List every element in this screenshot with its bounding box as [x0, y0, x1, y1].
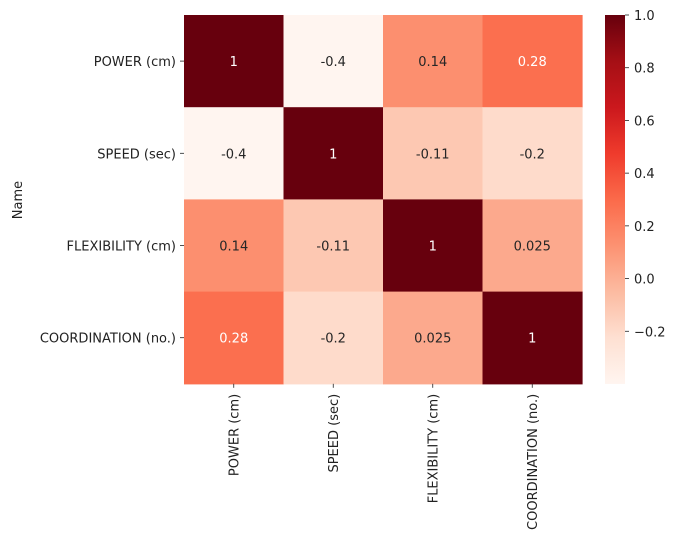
colorbar-tick-label: −0.2	[634, 325, 666, 340]
heatmap-cell-r0-c3	[482, 15, 583, 108]
cell-annotation-r0-c0: 1	[230, 55, 238, 70]
row-tick-label: COORDINATION (no.)	[40, 332, 176, 347]
column-tick-label: SPEED (sec)	[327, 394, 342, 473]
colorbar-tick-label: 1.0	[634, 9, 655, 24]
heatmap-cell-r0-c0	[184, 15, 285, 108]
heatmap-cell-r0-c2	[383, 15, 484, 108]
colorbar-tick-label: 0.0	[634, 273, 655, 288]
heatmap-cell-r1-c1	[283, 107, 384, 200]
cell-annotation-r3-c0: 0.28	[219, 332, 248, 347]
heatmap-cell-r3-c2	[383, 291, 484, 385]
cell-annotation-r3-c1: -0.2	[321, 332, 346, 347]
cell-annotation-r1-c0: -0.4	[221, 147, 246, 162]
cell-annotation-r2-c0: 0.14	[219, 240, 248, 255]
cell-annotation-r0-c3: 0.28	[518, 55, 547, 70]
column-tick-label: POWER (cm)	[228, 394, 243, 476]
row-tick-label: POWER (cm)	[94, 55, 176, 70]
heatmap-cell-r3-c3	[482, 291, 583, 385]
cell-annotation-r2-c2: 1	[429, 240, 437, 255]
column-tick-labels: POWER (cm) SPEED (sec) FLEXIBILITY (cm) COO…	[228, 383, 541, 530]
cell-annotation-r2-c3: 0.025	[514, 240, 551, 255]
cell-annotation-r3-c3: 1	[528, 332, 536, 347]
heatmap-cell-r2-c1	[283, 199, 384, 293]
colorbar-tick-label: 0.8	[634, 62, 655, 77]
cell-annotation-r3-c2: 0.025	[414, 332, 451, 347]
cell-annotation-r2-c1: -0.11	[316, 240, 350, 255]
heatmap-cell-r3-c0	[184, 291, 285, 385]
heatmap-cells: 1 -0.4 0.14 0.28 -0.4 1 -0.11 -0.2 0.14 -0.11 1 0.0…	[184, 15, 583, 385]
cell-annotation-r0-c1: -0.4	[321, 55, 346, 70]
heatmap-cell-r2-c3	[482, 199, 583, 293]
y-axis-label: Name	[11, 181, 26, 219]
heatmap-cell-r0-c1	[283, 15, 384, 108]
cell-annotation-r0-c2: 0.14	[418, 55, 447, 70]
heatmap-cell-r2-c2	[383, 199, 484, 293]
heatmap-cell-r1-c2	[383, 107, 484, 200]
colorbar: 1.0 0.8 0.6 0.4 0.2 0.0 −0.2	[605, 9, 666, 384]
heatmap-cell-r1-c3	[482, 107, 583, 200]
heatmap-cell-r1-c0	[184, 107, 285, 200]
heatmap-cell-r2-c0	[184, 199, 285, 293]
colorbar-tick-label: 0.4	[634, 167, 655, 182]
cell-annotation-r1-c2: -0.11	[416, 147, 450, 162]
column-tick-label: FLEXIBILITY (cm)	[427, 394, 442, 503]
row-tick-label: SPEED (sec)	[97, 147, 176, 162]
colorbar-tick-label: 0.2	[634, 220, 655, 235]
heatmap-cell-r3-c1	[283, 291, 384, 385]
colorbar-gradient	[605, 15, 625, 384]
row-tick-label: FLEXIBILITY (cm)	[67, 240, 176, 255]
colorbar-tick-label: 0.6	[634, 114, 655, 129]
cell-annotation-r1-c3: -0.2	[520, 147, 545, 162]
column-tick-label: COORDINATION (no.)	[526, 394, 541, 530]
row-tick-labels: POWER (cm) SPEED (sec) FLEXIBILITY (cm) COO…	[40, 55, 184, 347]
cell-annotation-r1-c1: 1	[329, 147, 337, 162]
